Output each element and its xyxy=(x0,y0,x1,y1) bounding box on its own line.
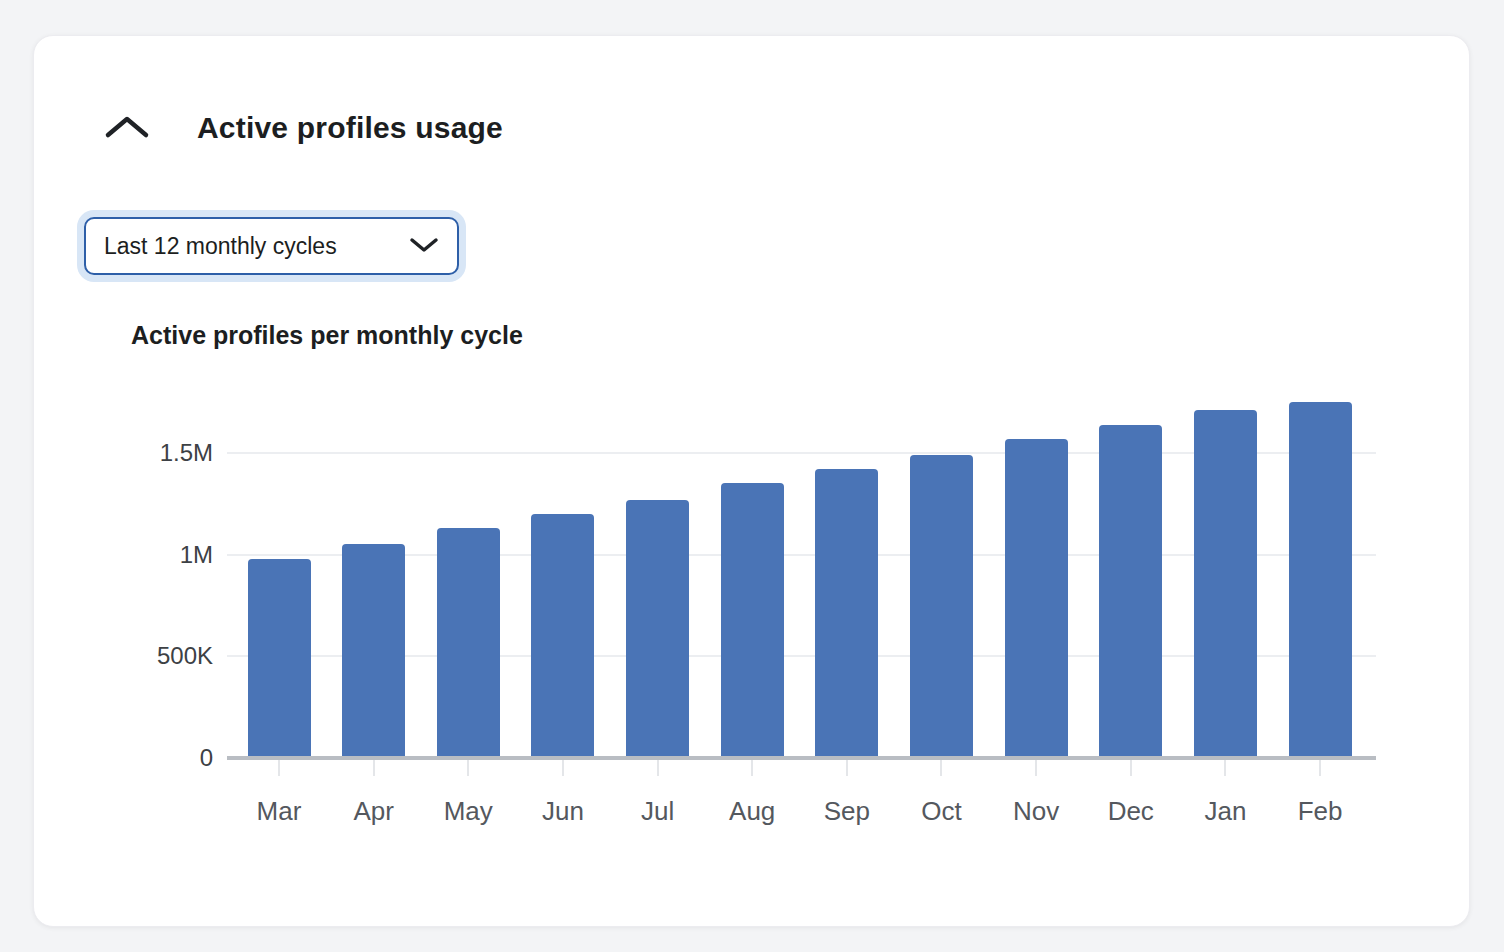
bar-jun[interactable] xyxy=(531,514,594,758)
x-axis-label: Jun xyxy=(516,796,610,827)
active-profiles-usage-card: Active profiles usage Last 12 monthly cy… xyxy=(33,35,1470,927)
x-axis-label: Nov xyxy=(989,796,1083,827)
x-axis-tick xyxy=(1224,760,1226,776)
x-axis-label: Dec xyxy=(1084,796,1178,827)
x-axis-tick xyxy=(751,760,753,776)
y-axis-label: 500K xyxy=(94,640,213,672)
x-axis-label: Oct xyxy=(894,796,988,827)
x-axis-label: Feb xyxy=(1273,796,1367,827)
x-axis-tick xyxy=(1035,760,1037,776)
x-axis-tick xyxy=(467,760,469,776)
bar-jan[interactable] xyxy=(1194,410,1257,758)
bar-dec[interactable] xyxy=(1099,425,1162,758)
x-axis-tick xyxy=(657,760,659,776)
bar-may[interactable] xyxy=(437,528,500,758)
x-axis-label: Sep xyxy=(800,796,894,827)
y-axis-label: 1.5M xyxy=(94,437,213,469)
x-axis-tick xyxy=(1319,760,1321,776)
x-axis-label: Jul xyxy=(611,796,705,827)
x-axis-tick xyxy=(1130,760,1132,776)
bar-chart: 0 500K 1M 1.5M MarAprMayJunJulAugSepOctNovDe… xyxy=(34,36,1469,926)
x-axis-label: Mar xyxy=(232,796,326,827)
x-axis-tick xyxy=(278,760,280,776)
bar-sep[interactable] xyxy=(815,469,878,758)
x-axis-tick xyxy=(373,760,375,776)
x-axis-tick xyxy=(846,760,848,776)
y-axis-label: 0 xyxy=(94,742,213,774)
bar-aug[interactable] xyxy=(721,483,784,758)
bar-mar[interactable] xyxy=(248,559,311,758)
bar-apr[interactable] xyxy=(342,544,405,758)
x-axis-label: Apr xyxy=(327,796,421,827)
x-axis-line xyxy=(227,756,1376,760)
bar-oct[interactable] xyxy=(910,455,973,758)
y-axis-label: 1M xyxy=(94,539,213,571)
x-axis-tick xyxy=(562,760,564,776)
x-axis-label: Aug xyxy=(705,796,799,827)
x-axis-tick xyxy=(940,760,942,776)
bar-feb[interactable] xyxy=(1289,402,1352,758)
bar-jul[interactable] xyxy=(626,500,689,758)
x-axis-label: Jan xyxy=(1178,796,1272,827)
bar-nov[interactable] xyxy=(1005,439,1068,758)
x-axis-label: May xyxy=(421,796,515,827)
